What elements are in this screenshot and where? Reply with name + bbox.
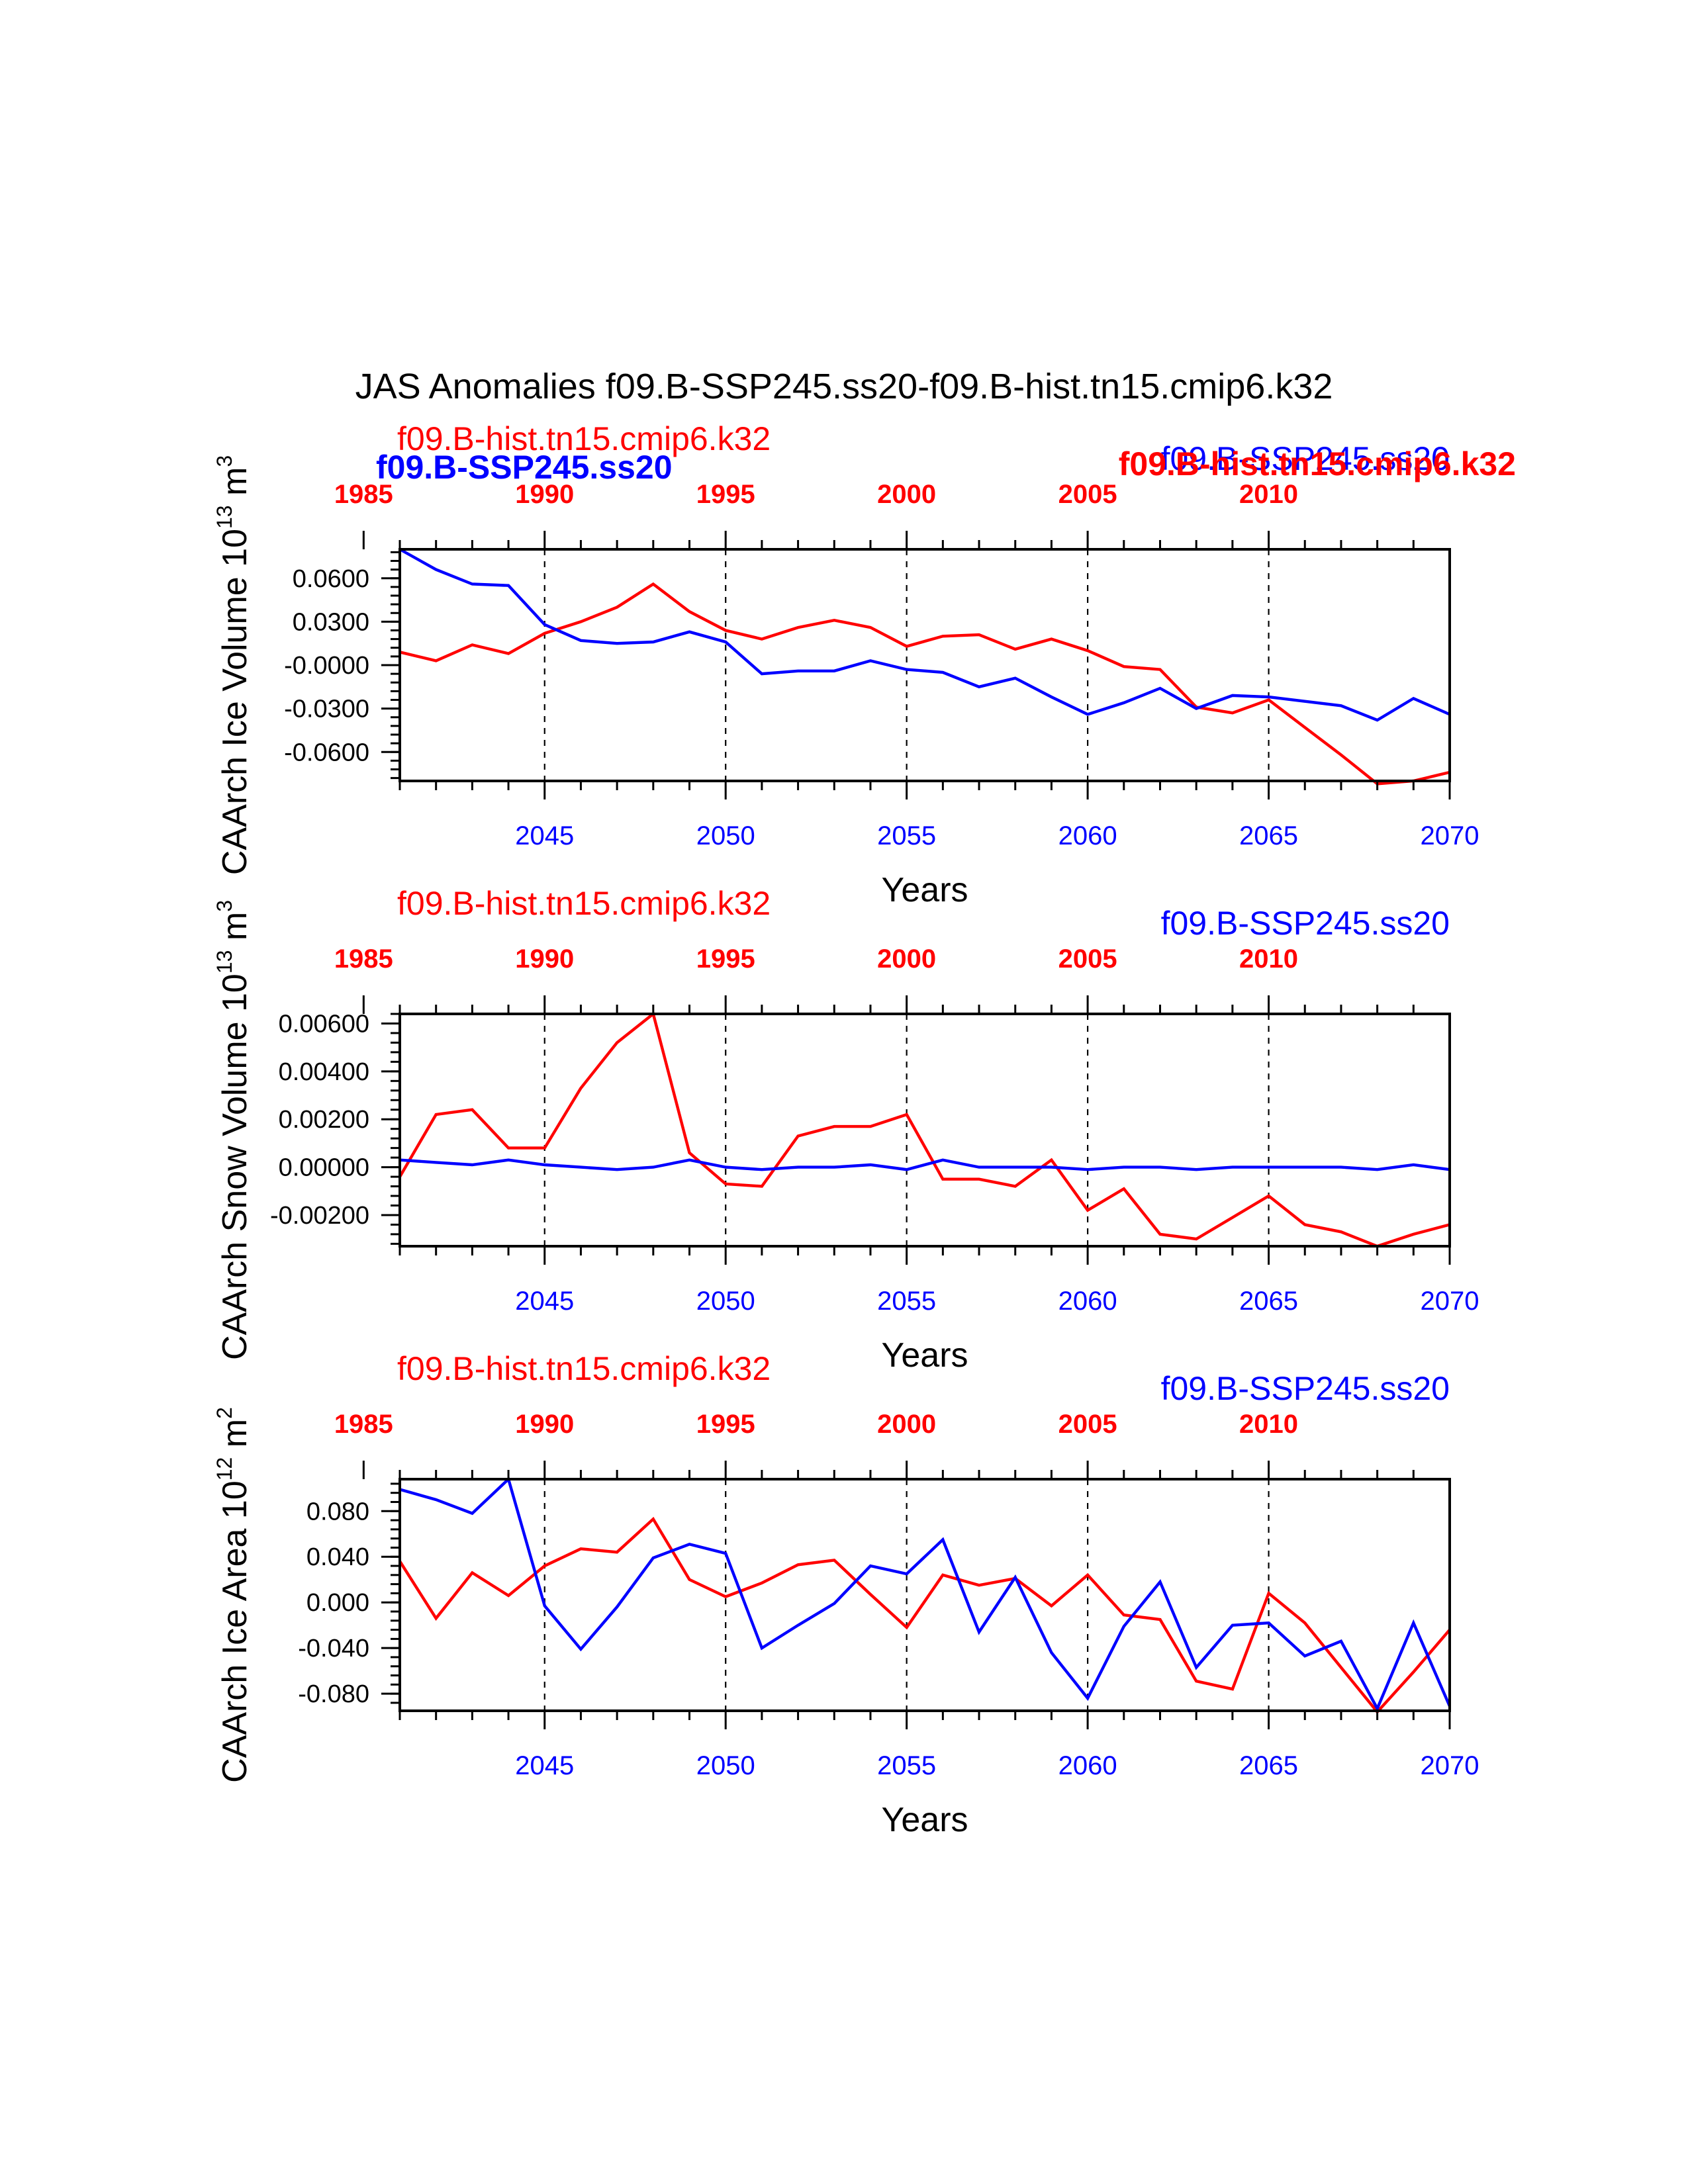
y-tick-label: 0.00000 — [279, 1154, 369, 1182]
y-tick-label: -0.040 — [298, 1635, 369, 1662]
top-tick-label: 2010 — [1239, 480, 1298, 509]
chart-panels: 2045 2050 2055 2060 2065 2070 1985 1990 1995 2000… — [212, 420, 1516, 1839]
x-tick-label: 2045 — [515, 1287, 574, 1316]
top-tick-label: 1990 — [515, 480, 574, 509]
series-label-hist: f09.B-hist.tn15.cmip6.k32 — [397, 1350, 771, 1387]
y-axis-title: CAArch Ice Volume 1013 m3 — [212, 455, 254, 875]
series-label-ssp-bold: f09.B-SSP245.ss20 — [376, 449, 673, 486]
x-tick-label: 2050 — [696, 1287, 755, 1316]
series-label-hist: f09.B-hist.tn15.cmip6.k32 — [397, 885, 771, 922]
top-tick-label: 1995 — [696, 1410, 755, 1439]
figure-title: JAS Anomalies f09.B-SSP245.ss20-f09.B-hi… — [355, 367, 1333, 406]
series-label-hist-bold: f09.B-hist.tn15.cmip6.k32 — [1119, 445, 1516, 482]
x-tick-label: 2045 — [515, 1751, 574, 1780]
x-tick-label: 2070 — [1421, 821, 1479, 850]
x-axis-title: Years — [881, 1801, 968, 1839]
series-label-ssp: f09.B-SSP245.ss20 — [1161, 440, 1450, 477]
y-tick-label: 0.00600 — [279, 1010, 369, 1038]
top-tick-label: 2005 — [1058, 1410, 1117, 1439]
chart-panel-3: 2045 2050 2055 2060 2065 2070 1985 1990 1995 2000… — [212, 1350, 1479, 1839]
x-tick-label: 2070 — [1421, 1287, 1479, 1316]
top-tick-label: 2005 — [1058, 944, 1117, 974]
x-tick-label: 2050 — [696, 1751, 755, 1780]
plot-frame — [399, 548, 1451, 782]
x-tick-label: 2055 — [877, 1751, 936, 1780]
x-tick-label: 2065 — [1239, 1751, 1298, 1780]
series-line-hist — [399, 582, 1450, 786]
x-axis-title: Years — [881, 871, 968, 909]
x-tick-label: 2060 — [1058, 1751, 1117, 1780]
series-line-ssp — [399, 548, 1450, 722]
plot-frame — [399, 1013, 1451, 1248]
x-tick-label: 2065 — [1239, 1287, 1298, 1316]
y-tick-label: 0.0600 — [293, 565, 369, 593]
y-tick-label: -0.00200 — [270, 1202, 369, 1230]
y-tick-label: -0.0600 — [284, 739, 369, 766]
y-axis-title: CAArch Ice Area 1012 m2 — [212, 1407, 254, 1783]
series-label-hist: f09.B-hist.tn15.cmip6.k32 — [397, 420, 771, 457]
top-tick-label: 2000 — [877, 480, 936, 509]
top-tick-label: 2010 — [1239, 944, 1298, 974]
top-tick-label: 1985 — [334, 1410, 393, 1439]
y-tick-label: 0.080 — [306, 1498, 369, 1525]
top-tick-label: 2005 — [1058, 480, 1117, 509]
top-tick-label: 1985 — [334, 944, 393, 974]
x-tick-label: 2045 — [515, 821, 574, 850]
y-tick-label: -0.0300 — [284, 696, 369, 723]
series-line-ssp — [399, 1158, 1450, 1171]
top-tick-label: 1985 — [334, 480, 393, 509]
top-tick-label: 2000 — [877, 1410, 936, 1439]
top-tick-label: 1990 — [515, 1410, 574, 1439]
top-tick-label: 1995 — [696, 480, 755, 509]
x-tick-label: 2055 — [877, 821, 936, 850]
series-line-ssp — [399, 1476, 1452, 1712]
series-label-ssp: f09.B-SSP245.ss20 — [1161, 905, 1450, 942]
y-tick-label: -0.0000 — [284, 652, 369, 680]
chart-panel-1: 2045 2050 2055 2060 2065 2070 1985 1990 1995 2000… — [212, 420, 1516, 909]
top-tick-label: 1990 — [515, 944, 574, 974]
chart-panel-2: 2045 2050 2055 2060 2065 2070 1985 1990 1995 2000… — [212, 885, 1479, 1375]
top-tick-label: 2010 — [1239, 1410, 1298, 1439]
top-tick-label: 2000 — [877, 944, 936, 974]
y-tick-label: 0.00200 — [279, 1106, 369, 1134]
x-axis-title: Years — [881, 1336, 968, 1375]
x-tick-label: 2065 — [1239, 821, 1298, 850]
x-tick-label: 2055 — [877, 1287, 936, 1316]
plot-frame — [399, 1478, 1451, 1712]
x-tick-label: 2060 — [1058, 1287, 1117, 1316]
y-tick-label: 0.0300 — [293, 608, 369, 636]
series-line-hist — [399, 1011, 1450, 1248]
x-tick-label: 2050 — [696, 821, 755, 850]
series-label-ssp: f09.B-SSP245.ss20 — [1161, 1370, 1450, 1407]
x-tick-label: 2070 — [1421, 1751, 1479, 1780]
y-tick-label: 0.040 — [306, 1543, 369, 1571]
y-tick-label: 0.00400 — [279, 1058, 369, 1086]
x-tick-label: 2060 — [1058, 821, 1117, 850]
y-axis-title: CAArch Snow Volume 1013 m3 — [212, 900, 254, 1360]
y-tick-label: 0.000 — [306, 1589, 369, 1617]
series-line-hist — [399, 1516, 1451, 1715]
top-tick-label: 1995 — [696, 944, 755, 974]
y-tick-label: -0.080 — [298, 1680, 369, 1708]
